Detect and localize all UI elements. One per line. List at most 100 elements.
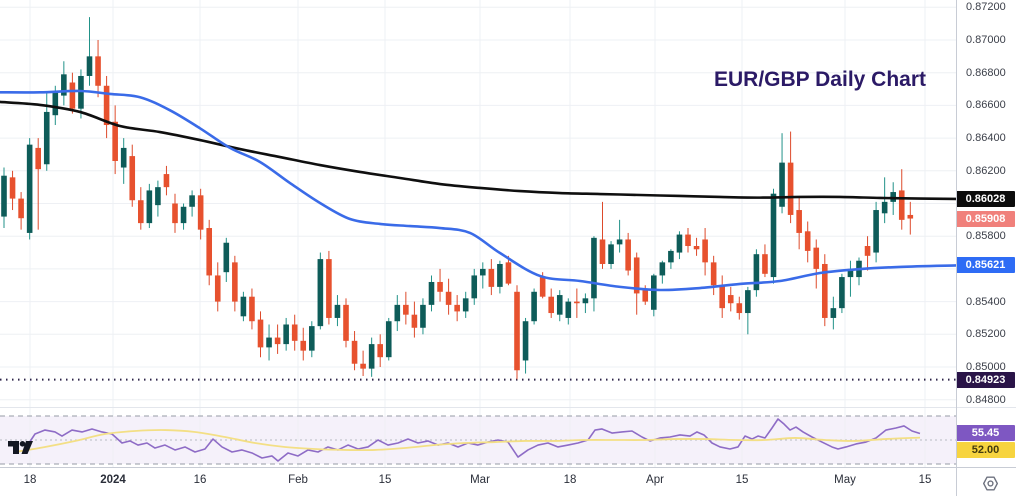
rsi-band: [0, 416, 956, 464]
candle-body: [180, 206, 187, 224]
candle-body: [86, 56, 93, 76]
candle-body: [385, 321, 392, 358]
candle-body: [539, 277, 546, 297]
candle-body: [745, 290, 751, 314]
candle-body: [274, 337, 281, 345]
candle-body: [445, 291, 452, 305]
rsi-value-badge: 55.45: [956, 425, 1015, 441]
rsi-ma-line[interactable]: [14, 429, 921, 453]
candle-body: [847, 268, 854, 278]
candle-body: [488, 268, 495, 287]
candle-body: [702, 239, 708, 263]
price-axis-label: 0.86200: [966, 164, 1006, 177]
candle-body: [710, 262, 717, 286]
price-axis-label: 0.85200: [966, 328, 1006, 341]
candle-body: [103, 85, 110, 126]
candle-body: [266, 337, 272, 348]
candle-body: [770, 193, 777, 278]
time-axis[interactable]: 18 2024 16 Feb 15 Mar 18 Apr 15 May 15: [0, 468, 1016, 496]
candle-body: [291, 324, 298, 341]
candle-body: [95, 56, 101, 86]
candle-body: [813, 247, 820, 269]
candle-body: [864, 246, 871, 256]
candle-body: [343, 304, 349, 341]
candle-body: [18, 198, 24, 219]
candle-body: [223, 242, 230, 273]
candle-body: [659, 262, 666, 276]
candle-body: [779, 162, 785, 207]
time-axis-label: 15: [918, 474, 932, 486]
candle-body: [52, 92, 59, 116]
candle-body: [300, 340, 307, 351]
candle-body: [214, 275, 221, 302]
candle-body: [753, 254, 760, 291]
candle-body: [693, 246, 700, 250]
candle-body: [505, 262, 512, 284]
candle-body: [574, 301, 580, 304]
candle-body: [582, 298, 589, 304]
candle-body: [719, 285, 725, 309]
ma-long-line[interactable]: [0, 100, 957, 201]
time-axis-border: [0, 467, 1016, 468]
candle-body: [804, 231, 811, 251]
price-axis-label: 0.85000: [966, 361, 1006, 373]
candle-body: [642, 290, 649, 302]
candle-body: [69, 82, 76, 109]
ma-long-value-badge: 0.86028: [956, 190, 1015, 207]
candle-body: [172, 203, 178, 224]
candle-body: [830, 308, 837, 318]
candle-body: [633, 257, 640, 294]
candle-body: [9, 177, 16, 199]
candle-body: [351, 340, 358, 364]
rsi-line[interactable]: [24, 418, 921, 462]
rsi-ma-value-badge: 52.00: [956, 442, 1015, 458]
chart-plot-area[interactable]: [0, 0, 957, 467]
candle-body: [651, 275, 657, 310]
candle-body: [43, 111, 50, 165]
candle-body: [232, 262, 238, 302]
candle-body: [206, 228, 212, 276]
time-axis-label: Feb: [288, 474, 308, 486]
ma-short-value-badge: 0.85621: [956, 257, 1015, 274]
candle-body: [411, 314, 418, 328]
axis-settings-icon[interactable]: [982, 475, 999, 492]
candle-body: [26, 144, 33, 233]
candle-body: [608, 244, 614, 264]
candle-body: [326, 259, 332, 318]
price-axis-label: 0.86600: [966, 99, 1006, 112]
candle-body: [907, 214, 914, 219]
last-price-badge: 0.85908: [956, 210, 1015, 227]
candle-body: [189, 195, 195, 207]
candle-body: [685, 234, 691, 247]
support-level-badge: 0.84923: [956, 371, 1015, 388]
candle-body: [120, 147, 127, 168]
candle-body: [599, 239, 606, 264]
candle-body: [428, 281, 435, 305]
time-axis-label: 16: [193, 474, 207, 486]
time-axis-label: May: [834, 474, 856, 486]
candle-body: [898, 190, 905, 220]
candle-body: [138, 200, 144, 224]
candle-body: [873, 210, 879, 253]
candle-body: [497, 263, 503, 287]
candle-body: [556, 295, 563, 315]
candle-body: [197, 195, 204, 230]
tradingview-logo-icon[interactable]: [7, 438, 34, 457]
candle-body: [403, 304, 409, 315]
candle-body: [548, 296, 554, 314]
price-axis-label: 0.86400: [966, 132, 1006, 145]
price-axis-label: 0.84800: [966, 393, 1006, 406]
candle-body: [462, 298, 469, 312]
candle-body: [522, 321, 529, 361]
price-axis[interactable]: 0.87200 0.87000 0.86800 0.86600 0.86400 0.862…: [956, 0, 1016, 467]
candle-body: [591, 237, 597, 299]
time-axis-label: 15: [378, 474, 392, 486]
candle-body: [762, 254, 768, 274]
candle-body: [61, 74, 67, 96]
pane-separator[interactable]: [0, 407, 1016, 408]
candle-body: [616, 239, 623, 245]
ma-short-line[interactable]: [0, 89, 957, 292]
candle-body: [676, 234, 683, 253]
candle-body: [736, 303, 743, 314]
candle-body: [668, 250, 674, 263]
